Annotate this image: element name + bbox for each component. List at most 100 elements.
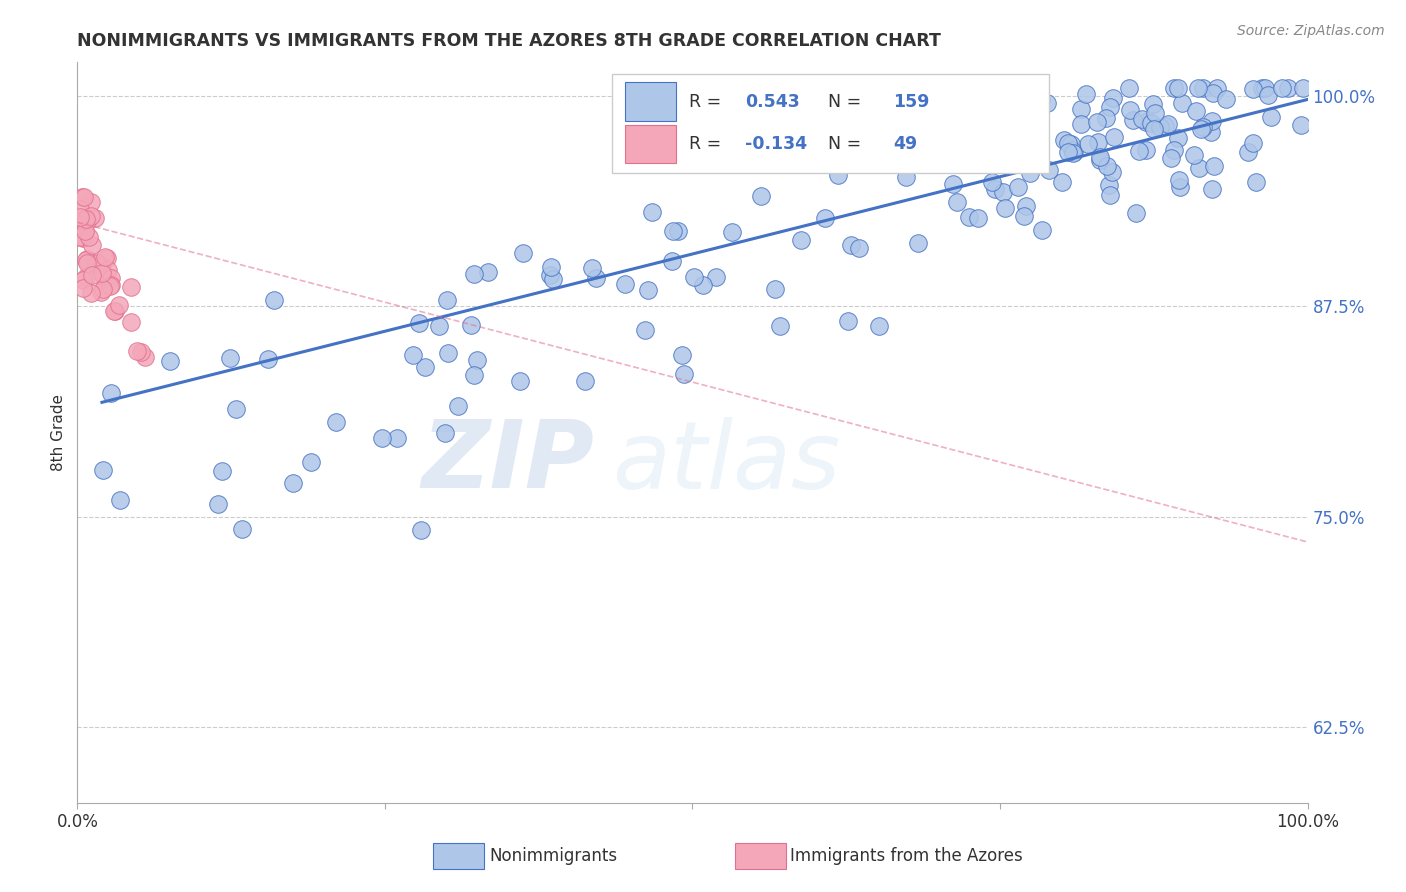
- Text: 159: 159: [893, 93, 929, 111]
- Point: [411, 523, 433, 537]
- Text: ZIP: ZIP: [422, 417, 595, 508]
- Text: atlas: atlas: [613, 417, 841, 508]
- Point: [1253, 80, 1275, 95]
- Point: [80, 268, 103, 282]
- Point: [299, 455, 322, 469]
- Point: [86, 256, 108, 270]
- Point: [98, 279, 121, 293]
- Point: [73, 223, 96, 237]
- Point: [1062, 146, 1084, 161]
- Point: [427, 318, 450, 333]
- Point: [666, 223, 689, 237]
- Point: [72, 213, 94, 227]
- Point: [82, 238, 104, 252]
- Point: [1076, 87, 1098, 102]
- Point: [984, 156, 1007, 170]
- Point: [704, 269, 727, 284]
- Point: [437, 346, 460, 360]
- Point: [1170, 96, 1192, 111]
- Point: [477, 265, 499, 279]
- Point: [73, 190, 96, 204]
- Point: [1191, 120, 1213, 135]
- Point: [967, 211, 990, 225]
- Point: [91, 282, 114, 296]
- Point: [1070, 117, 1092, 131]
- Text: Source: ZipAtlas.com: Source: ZipAtlas.com: [1237, 24, 1385, 38]
- Point: [1118, 103, 1140, 117]
- Point: [1101, 164, 1123, 178]
- Point: [219, 351, 242, 365]
- Point: [91, 463, 114, 477]
- Point: [131, 345, 153, 359]
- Point: [1036, 96, 1059, 111]
- Point: [370, 431, 392, 445]
- Point: [540, 260, 562, 275]
- Point: [100, 278, 122, 293]
- Point: [1077, 136, 1099, 151]
- Point: [1090, 150, 1112, 164]
- Y-axis label: 8th Grade: 8th Grade: [51, 394, 66, 471]
- Point: [1053, 133, 1076, 147]
- Point: [134, 351, 156, 365]
- Point: [1250, 80, 1272, 95]
- Point: [1085, 115, 1108, 129]
- Point: [69, 202, 91, 217]
- Point: [84, 259, 107, 273]
- Point: [1201, 182, 1223, 196]
- Point: [120, 315, 142, 329]
- Point: [127, 344, 149, 359]
- Point: [76, 252, 98, 266]
- Point: [837, 314, 859, 328]
- Point: [957, 211, 980, 225]
- FancyBboxPatch shape: [624, 125, 676, 163]
- Point: [1289, 118, 1312, 132]
- Point: [942, 177, 965, 191]
- Point: [1149, 120, 1171, 134]
- Point: [107, 298, 129, 312]
- Point: [538, 268, 561, 282]
- Point: [108, 493, 131, 508]
- Point: [1012, 210, 1035, 224]
- Point: [72, 281, 94, 295]
- Point: [946, 194, 969, 209]
- Point: [1063, 145, 1085, 160]
- Point: [91, 266, 114, 280]
- Point: [1007, 180, 1029, 194]
- Point: [1260, 111, 1282, 125]
- Point: [69, 211, 91, 225]
- Point: [789, 234, 811, 248]
- Point: [765, 282, 787, 296]
- Point: [585, 270, 607, 285]
- Point: [467, 353, 489, 368]
- Point: [1019, 166, 1042, 180]
- Point: [1050, 175, 1073, 189]
- Text: 49: 49: [893, 135, 917, 153]
- Point: [1057, 145, 1080, 160]
- Point: [1095, 111, 1118, 125]
- Point: [613, 277, 636, 292]
- Point: [896, 170, 918, 185]
- Point: [159, 354, 181, 368]
- Point: [75, 269, 97, 284]
- Text: N =: N =: [828, 135, 860, 153]
- Point: [80, 209, 103, 223]
- Text: Immigrants from the Azores: Immigrants from the Azores: [790, 847, 1024, 865]
- Point: [408, 316, 430, 330]
- Point: [1062, 143, 1084, 157]
- Point: [256, 351, 278, 366]
- Point: [72, 231, 94, 245]
- Point: [1277, 80, 1299, 95]
- Point: [1090, 153, 1112, 167]
- Point: [1098, 100, 1121, 114]
- Point: [211, 464, 233, 478]
- Point: [75, 252, 97, 267]
- Point: [1167, 131, 1189, 145]
- Point: [827, 168, 849, 182]
- Point: [1187, 80, 1209, 95]
- Point: [682, 269, 704, 284]
- Point: [1160, 151, 1182, 165]
- Point: [839, 238, 862, 252]
- Point: [100, 386, 122, 401]
- Point: [463, 368, 485, 382]
- Text: N =: N =: [828, 93, 860, 111]
